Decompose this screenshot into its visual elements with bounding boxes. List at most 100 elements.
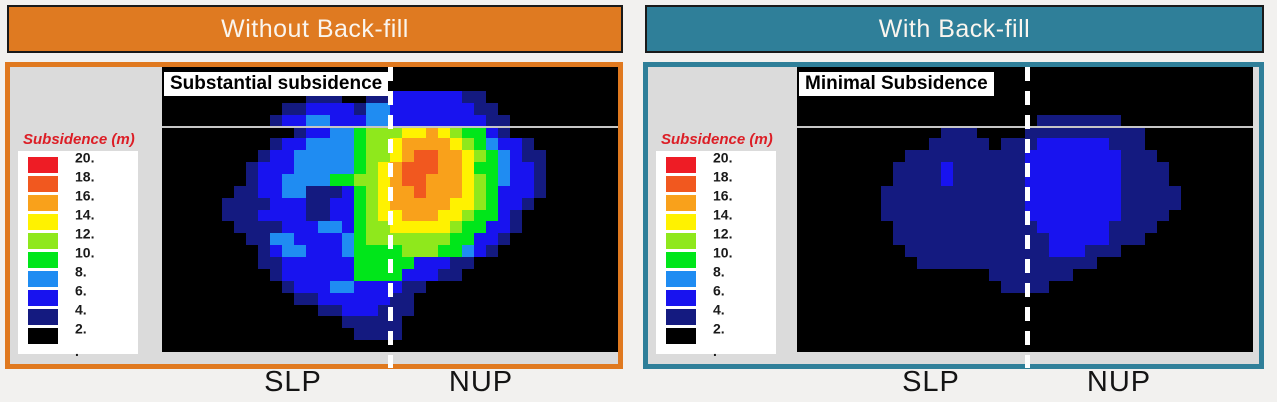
heatmap-cell (522, 150, 534, 162)
heatmap-cell (821, 245, 833, 257)
heatmap-cell (222, 174, 234, 186)
heatmap-cell (1205, 221, 1217, 233)
heatmap-cell (354, 138, 366, 151)
heatmap-cell (246, 293, 258, 305)
heatmap-cell (797, 281, 809, 293)
heatmap-cell (426, 138, 438, 151)
heatmap-cell (474, 150, 486, 162)
heatmap-cell (258, 281, 270, 293)
heatmap-cell (989, 162, 1001, 174)
heatmap-cell (294, 221, 306, 234)
heatmap-cell (905, 197, 917, 210)
heatmap-cell (570, 316, 582, 328)
heatmap-cell (905, 281, 917, 293)
heatmap-cell (1037, 173, 1049, 186)
heatmap-cell (402, 280, 414, 293)
heatmap-cell (1229, 293, 1241, 305)
heatmap-cell (977, 269, 989, 281)
heatmap-cell (941, 281, 953, 293)
heatmap-cell (558, 293, 570, 305)
heatmap-cell (594, 328, 606, 340)
heatmap-cell (929, 305, 941, 317)
heatmap-cell (174, 138, 186, 150)
heatmap-cell (462, 221, 474, 234)
heatmap-cell (953, 340, 965, 352)
heatmap-cell (1133, 150, 1145, 162)
heatmap-cell (258, 233, 270, 246)
heatmap-cell (929, 209, 941, 222)
heatmap-cell (606, 126, 618, 138)
heatmap-cell (1109, 91, 1121, 103)
heatmap-cell (965, 316, 977, 328)
heatmap-cell (558, 305, 570, 317)
heatmap-cell (989, 245, 1001, 257)
heatmap-cell (1157, 293, 1169, 305)
heatmap-cell (450, 209, 462, 222)
heatmap-cell (869, 305, 881, 317)
heatmap-cell (534, 316, 546, 328)
heatmap-cell (1169, 221, 1181, 233)
heatmap-cell (845, 198, 857, 210)
heatmap-cell (893, 293, 905, 305)
heatmap-cell (366, 126, 378, 139)
heatmap-cell (306, 221, 318, 234)
heatmap-cell (366, 340, 378, 352)
heatmap-cell (1217, 198, 1229, 210)
legend-value-label: 8. (75, 263, 87, 280)
heatmap-cell (929, 103, 941, 115)
heatmap-cell (546, 67, 558, 79)
heatmap-cell (426, 162, 438, 174)
heatmap-cell (582, 293, 594, 305)
heatmap-cell (522, 115, 534, 127)
heatmap-cell (1097, 293, 1109, 305)
heatmap-cell (1217, 138, 1229, 150)
heatmap-cell (342, 328, 354, 340)
heatmap-cell (797, 210, 809, 222)
heatmap-cell (438, 340, 450, 352)
heatmap-cell (582, 150, 594, 162)
heatmap-cell (162, 245, 174, 257)
heatmap-without-backfill: Substantial subsidence (162, 67, 618, 368)
heatmap-cell (606, 293, 618, 305)
heatmap-cell (833, 293, 845, 305)
heatmap-cell (366, 245, 378, 257)
heatmap-cell (222, 126, 234, 138)
heatmap-cell (1109, 150, 1121, 162)
heatmap-cell (306, 245, 318, 257)
heatmap-cell (486, 257, 498, 269)
heatmap-cell (450, 340, 462, 352)
legend-value-label: 18. (75, 168, 95, 185)
heatmap-cell (821, 316, 833, 328)
heatmap-cell (534, 138, 546, 150)
heatmap-cell (282, 102, 294, 115)
heatmap-cell (390, 197, 402, 210)
heatmap-cell (881, 281, 893, 293)
heatmap-cell (186, 293, 198, 305)
heatmap-cell (414, 268, 426, 281)
heatmap-cell (354, 257, 366, 269)
heatmap-cell (498, 103, 510, 115)
heatmap-cell (1049, 197, 1061, 210)
heatmap-cell (270, 221, 282, 234)
heatmap-cell (366, 185, 378, 198)
heatmap-cell (917, 103, 929, 115)
heatmap-cell (366, 90, 378, 103)
heatmap-cell (977, 138, 989, 151)
heatmap-cell (989, 340, 1001, 352)
heatmap-cell (797, 316, 809, 328)
heatmap-cell (845, 245, 857, 257)
heatmap-cell (965, 115, 977, 127)
heatmap-cell (522, 221, 534, 233)
heatmap-cell (354, 340, 366, 352)
heatmap-cell (905, 233, 917, 246)
heatmap-cell (1145, 185, 1157, 198)
heatmap-cell (1013, 173, 1025, 186)
heatmap-cell (1229, 245, 1241, 257)
heatmap-cell (1181, 245, 1193, 257)
heatmap-cell (1097, 114, 1109, 127)
heatmap-cell (1193, 316, 1205, 328)
heatmap-cell (486, 185, 498, 198)
heatmap-cell (1205, 79, 1217, 91)
heatmap-cell (1013, 91, 1025, 103)
heatmap-cell (318, 280, 330, 293)
